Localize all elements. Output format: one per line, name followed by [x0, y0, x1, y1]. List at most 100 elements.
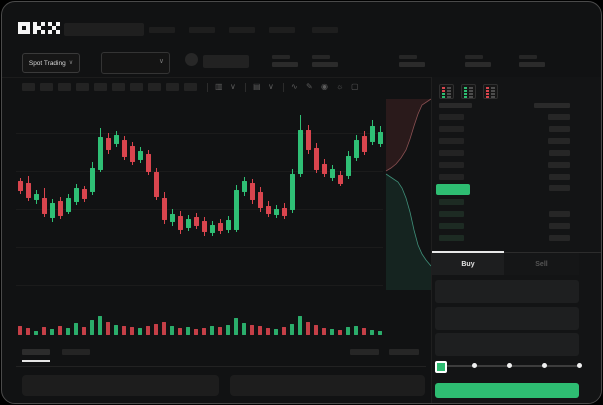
slider-stop[interactable]: [472, 363, 477, 368]
candle: [338, 175, 343, 184]
ask-row-price[interactable]: [439, 150, 464, 156]
settings-gear-icon[interactable]: ☼: [336, 82, 344, 91]
okx-logo-cell: [33, 30, 37, 34]
amount-slider-handle[interactable]: [435, 361, 447, 373]
orderbook-view-bids-icon[interactable]: [461, 84, 476, 99]
candle: [66, 198, 71, 212]
indicators-icon[interactable]: ▤: [253, 82, 261, 91]
ask-row-price[interactable]: [439, 126, 464, 132]
candle: [202, 221, 207, 232]
candle: [122, 140, 127, 157]
toggle-row-line: [491, 93, 495, 95]
order-input-0[interactable]: [435, 280, 579, 303]
orders-tab[interactable]: [62, 349, 90, 355]
nav-item-placeholder[interactable]: [312, 27, 338, 33]
volume-bar: [354, 326, 358, 335]
bid-row-price[interactable]: [439, 223, 464, 229]
orders-filter-field-1[interactable]: [230, 375, 425, 396]
chart-type-icon[interactable]: ▥: [215, 82, 223, 91]
slider-stop[interactable]: [542, 363, 547, 368]
nav-item-placeholder[interactable]: [189, 27, 215, 33]
toggle-row-square: [486, 90, 489, 92]
toolbar-button-placeholder[interactable]: [76, 83, 89, 91]
fullscreen-icon[interactable]: ▢: [351, 82, 359, 91]
volume-bar: [194, 329, 198, 335]
orderbook-view-asks-icon[interactable]: [483, 84, 498, 99]
stat-value-placeholder: [519, 62, 545, 67]
draw-pencil-icon[interactable]: ✎: [306, 82, 313, 91]
toolbar-button-placeholder[interactable]: [94, 83, 107, 91]
volume-bar: [338, 330, 342, 335]
volume-bar: [146, 326, 150, 335]
toggle-row-square: [486, 96, 489, 98]
ask-row-size: [548, 162, 570, 168]
camera-icon[interactable]: ◉: [321, 82, 328, 91]
ask-row-price[interactable]: [439, 162, 464, 168]
okx-logo-cell: [18, 30, 22, 34]
orders-filter-field-0[interactable]: [22, 375, 219, 396]
okx-logo-cell: [33, 22, 37, 26]
nav-item-placeholder[interactable]: [149, 27, 175, 33]
market-type-dropdown[interactable]: Spot Trading ∨: [22, 53, 80, 73]
okx-logo-cell: [26, 26, 30, 30]
volume-bar: [98, 316, 102, 335]
candle: [274, 209, 279, 215]
order-input-2[interactable]: [435, 333, 579, 356]
candle: [354, 140, 359, 158]
candle: [186, 219, 191, 228]
okx-logo-letter: [18, 22, 30, 34]
toolbar-button-placeholder[interactable]: [58, 83, 71, 91]
search-input[interactable]: [64, 23, 144, 36]
bid-row-price[interactable]: [439, 211, 464, 217]
toggle-row-square: [464, 87, 467, 89]
volume-bar: [306, 322, 310, 335]
ask-row-size: [548, 114, 570, 120]
nav-item-placeholder[interactable]: [229, 27, 255, 33]
volume-bar: [186, 327, 190, 335]
order-input-1[interactable]: [435, 307, 579, 330]
ask-row-size: [548, 138, 570, 144]
slider-stop[interactable]: [507, 363, 512, 368]
candle: [162, 198, 167, 220]
okx-logo-cell: [48, 30, 52, 34]
toolbar-button-placeholder[interactable]: [112, 83, 125, 91]
ask-row-price[interactable]: [439, 138, 464, 144]
orderbook-header-price: [439, 103, 472, 108]
volume-bar: [74, 323, 78, 335]
bid-row-price[interactable]: [439, 199, 464, 205]
nav-item-placeholder[interactable]: [269, 27, 295, 33]
chevron-down-icon[interactable]: ∨: [230, 82, 236, 91]
tab-sell[interactable]: Sell: [504, 253, 579, 275]
tab-buy[interactable]: Buy: [432, 253, 504, 275]
okx-logo-letter: [33, 22, 45, 34]
toolbar-button-placeholder[interactable]: [184, 83, 197, 91]
chevron-down-icon[interactable]: ∨: [268, 82, 274, 91]
volume-bar: [202, 328, 206, 335]
active-tab-underline: [432, 251, 504, 253]
ask-row-price[interactable]: [439, 174, 464, 180]
last-price-badge: [436, 184, 470, 195]
bid-row-price[interactable]: [439, 235, 464, 241]
toolbar-button-placeholder[interactable]: [22, 83, 35, 91]
candle: [322, 164, 327, 174]
candle: [82, 189, 87, 199]
candle: [170, 214, 175, 222]
orders-action-placeholder[interactable]: [350, 349, 379, 355]
gridline: [16, 247, 383, 248]
toolbar-button-placeholder[interactable]: [166, 83, 179, 91]
buy-submit-button[interactable]: [435, 383, 579, 398]
toolbar-button-placeholder[interactable]: [40, 83, 53, 91]
orders-action-placeholder[interactable]: [389, 349, 419, 355]
orders-tab[interactable]: [22, 349, 50, 355]
ask-row-price[interactable]: [439, 114, 464, 120]
toggle-row-square: [464, 96, 467, 98]
candle: [146, 154, 151, 172]
candle: [18, 181, 23, 191]
toolbar-button-placeholder[interactable]: [130, 83, 143, 91]
orderbook-header-amount: [534, 103, 570, 108]
orderbook-view-combined-icon[interactable]: [439, 84, 454, 99]
slider-stop[interactable]: [577, 363, 582, 368]
toolbar-button-placeholder[interactable]: [148, 83, 161, 91]
line-tool-icon[interactable]: ∿: [291, 82, 298, 91]
pair-selector-dropdown[interactable]: ∨: [101, 52, 170, 74]
